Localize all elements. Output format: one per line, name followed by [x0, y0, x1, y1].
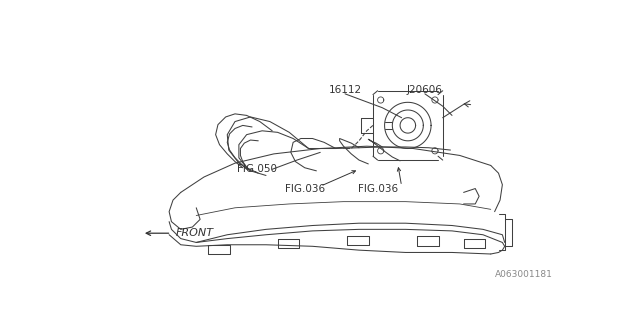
Text: FIG.050: FIG.050	[237, 164, 276, 174]
Text: 16112: 16112	[328, 85, 362, 95]
Text: FIG.036: FIG.036	[358, 184, 399, 194]
Text: A063001181: A063001181	[495, 270, 553, 279]
Text: FRONT: FRONT	[175, 228, 213, 238]
Text: FIG.036: FIG.036	[285, 184, 325, 194]
Text: J20606: J20606	[407, 85, 443, 95]
